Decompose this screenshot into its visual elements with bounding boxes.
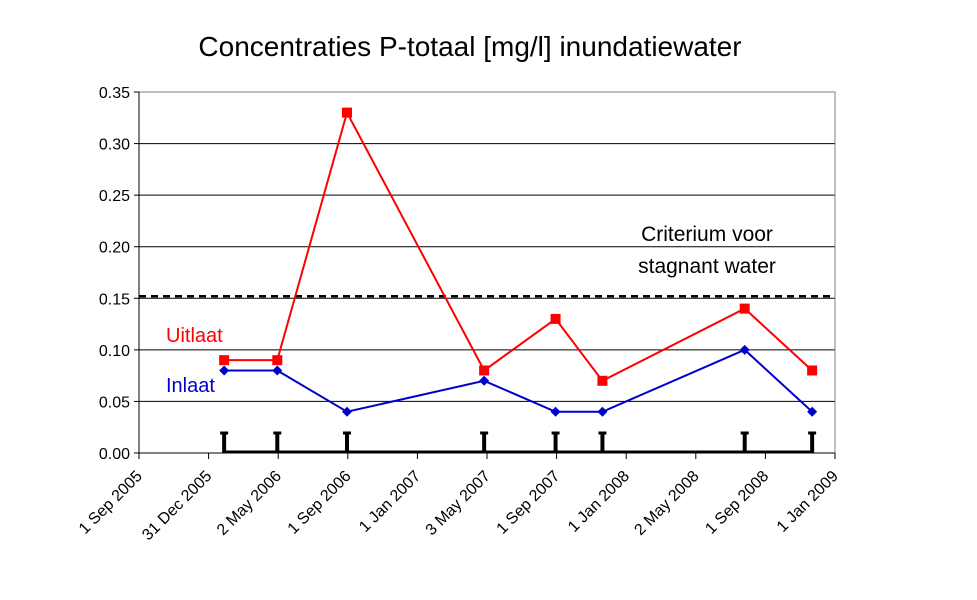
x-tick-label: 1 Sep 2005: [76, 468, 146, 538]
data-point: [597, 375, 608, 386]
x-tick-label: 2 May 2006: [214, 468, 285, 539]
x-tick-label: 3 May 2007: [423, 468, 494, 539]
data-point: [550, 406, 561, 417]
x-tick-label: 31 Dec 2005: [139, 468, 215, 544]
data-point: [342, 107, 352, 118]
y-tick-label: 0.10: [99, 343, 130, 360]
data-point: [597, 406, 608, 417]
y-tick-label: 0.05: [99, 394, 130, 411]
y-tick-label: 0.30: [99, 137, 130, 154]
data-point: [739, 303, 750, 314]
x-tick-label: 1 Sep 2008: [702, 468, 772, 538]
x-tick-label: 1 Jan 2009: [774, 468, 842, 536]
series-label-inlaat: Inlaat: [166, 375, 215, 397]
data-point: [550, 313, 561, 324]
y-tick-label: 0.25: [99, 188, 130, 205]
series-inlaat: [219, 344, 818, 417]
data-point: [219, 355, 230, 366]
chart-title: Concentraties P-totaal [mg/l] inundatiew…: [198, 31, 741, 62]
data-point: [479, 365, 490, 376]
x-tick-label: 1 Jan 2008: [565, 468, 633, 536]
data-point: [272, 355, 283, 366]
data-point: [272, 365, 283, 376]
series-layer: [219, 107, 818, 417]
y-tick-label: 0.00: [99, 446, 130, 463]
data-point: [342, 406, 352, 417]
threshold-group: Criterium voor stagnant water: [139, 223, 835, 298]
y-tick-label: 0.15: [99, 291, 130, 308]
series-uitlaat: [219, 107, 818, 386]
data-point: [219, 365, 230, 376]
x-tick-label: 1 Sep 2007: [494, 468, 564, 538]
data-point: [739, 344, 750, 355]
series-line: [224, 109, 813, 383]
data-point: [479, 375, 490, 386]
x-tick-label: 2 May 2008: [631, 468, 702, 539]
sampling-markers: [220, 431, 817, 454]
data-point: [807, 406, 818, 417]
series-line: [224, 348, 813, 413]
threshold-label-line1: Criterium voor: [641, 223, 773, 246]
x-tick-label: 1 Jan 2007: [356, 468, 424, 536]
series-label-uitlaat: Uitlaat: [166, 325, 223, 347]
y-tick-label: 0.35: [99, 85, 130, 102]
threshold-label-line2: stagnant water: [638, 255, 776, 278]
x-tick-label: 1 Sep 2006: [285, 468, 355, 538]
y-axis-ticks: 0.00 0.05 0.10 0.15 0.20 0.25 0.30 0.35: [99, 85, 140, 463]
y-tick-label: 0.20: [99, 240, 130, 257]
data-point: [807, 365, 818, 376]
